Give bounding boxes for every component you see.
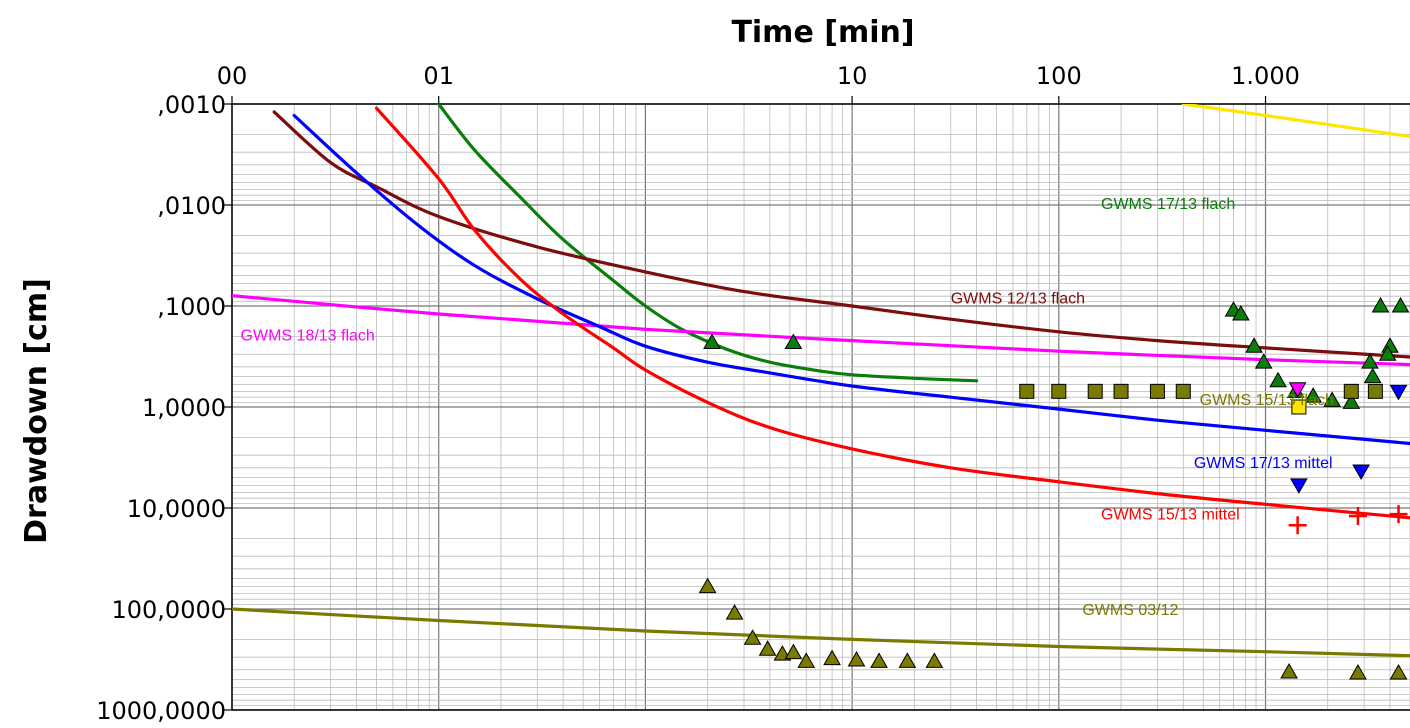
point-gwms-17-13-flach-triangle-up	[1361, 353, 1379, 369]
point-gwms-17-13-flach-triangle-up	[1391, 296, 1410, 313]
point-gwms-15-13-flach-square	[1113, 383, 1129, 399]
point-gwms-17-13-flach-triangle-up	[1363, 367, 1382, 384]
curve-gwms-15-13-mittel	[374, 106, 1410, 520]
point-gwms-03-12-triangle-up	[698, 577, 717, 594]
y-tick-label: ,1000	[157, 293, 226, 321]
y-tick-label: ,0100	[157, 192, 226, 220]
point-gwms-15-13-flach-square	[1019, 383, 1035, 399]
point-gwms-17-13-flach-triangle-up	[1323, 391, 1341, 407]
point-gwms-15-13-flach-square	[1175, 383, 1191, 399]
point-gwms-15-13-flach-square	[1343, 383, 1359, 399]
point-gwms-15-13-flach-square	[1149, 383, 1165, 399]
y-tick-label: 100,0000	[111, 596, 226, 624]
point-gwms-03-12-triangle-up	[898, 652, 917, 668]
point-gwms-17-13-flach-triangle-up	[1371, 296, 1390, 313]
point-gwms-03-12-triangle-up	[847, 651, 866, 667]
point-gwms-17-13-flach-triangle-up	[1378, 345, 1397, 361]
curve-unnamed	[1181, 104, 1410, 139]
grid	[231, 103, 1410, 711]
point-gwms-03-12-triangle-up	[743, 629, 762, 645]
point-gwms-17-13-mittel-triangle-down	[1290, 478, 1308, 494]
point-gwms-03-12-triangle-up	[725, 604, 744, 620]
point-gwms-15-13-mittel-plus	[1288, 516, 1307, 535]
curve-labels: GWMS 17/13 flach GWMS 12/13 flach GWMS 18/…	[241, 196, 1334, 619]
label-gwms-17-13-flach: GWMS 17/13 flach	[1101, 196, 1235, 213]
point-gwms-03-12-triangle-up	[797, 652, 816, 668]
curve-gwms-12-13-flach	[272, 110, 1410, 359]
point-gwms-03-12-triangle-up	[758, 640, 777, 656]
y-tick-label: 1000,0000	[96, 697, 226, 725]
point-gwms-03-12-triangle-up	[870, 652, 888, 668]
label-gwms-18-13-flach: GWMS 18/13 flach	[241, 328, 375, 345]
label-gwms-12-13-flach: GWMS 12/13 flach	[951, 290, 1085, 307]
point-gwms-17-13-mittel-triangle-down	[1389, 384, 1408, 401]
point-gwms-17-13-flach-triangle-up	[1304, 387, 1323, 403]
point-gwms-17-13-flach-triangle-up	[1232, 304, 1250, 321]
point-gwms-03-12-triangle-up	[823, 649, 841, 666]
point-gwms-15-13-flach-square	[1367, 383, 1383, 399]
point-gwms-15-13-flach-square	[1087, 383, 1103, 399]
point-gwms-17-13-flach-triangle-up	[1245, 337, 1263, 353]
curve-gwms-18-13-flach	[232, 294, 1410, 367]
point-gwms-03-12-triangle-up	[1349, 663, 1367, 680]
point-gwms-15-13-mittel-plus	[1389, 505, 1408, 524]
x-tick-label: 1.000	[1231, 62, 1300, 90]
x-tick-label: 00	[217, 62, 248, 90]
y-axis-title: Drawdown [cm]	[19, 278, 54, 544]
curve-gwms-17-13-flach	[437, 104, 979, 383]
point-gwms-17-13-flach-triangle-up	[784, 333, 803, 350]
y-tick-label: 10,0000	[127, 495, 226, 523]
point-unnamed-triangle-down	[1288, 382, 1307, 398]
curve-gwms-17-13-mittel	[292, 113, 1410, 446]
label-gwms-15-13-flach: GWMS 15/13 flach	[1200, 392, 1334, 409]
x-axis-title: Time [min]	[731, 15, 914, 50]
point-gwms-03-12-triangle-up	[1389, 663, 1408, 680]
x-tick-label: 01	[423, 62, 454, 90]
tick-labels: 00 01 10 100 1.000 ,0010 ,0100 ,1000 1,0000 10,00…	[96, 62, 1300, 725]
point-gwms-17-13-flach-triangle-up	[1269, 371, 1287, 388]
point-gwms-17-13-mittel-triangle-down	[1352, 464, 1370, 480]
label-gwms-15-13-mittel: GWMS 15/13 mittel	[1101, 507, 1240, 524]
point-gwms-17-13-flach-triangle-up	[703, 333, 721, 350]
label-gwms-17-13-mittel: GWMS 17/13 mittel	[1194, 455, 1333, 472]
y-tick-label: 1,0000	[142, 394, 226, 422]
point-gwms-17-13-flach-triangle-up	[1254, 353, 1273, 369]
point-gwms-17-13-flach-triangle-up	[1342, 393, 1361, 409]
label-gwms-03-12: GWMS 03/12	[1082, 602, 1178, 619]
point-gwms-15-13-flach-square	[1051, 383, 1067, 399]
point-gwms-03-12-triangle-up	[784, 643, 803, 660]
point-unnamed-square	[1291, 399, 1307, 415]
data-points	[698, 296, 1410, 680]
curves	[232, 104, 1410, 658]
x-tick-label: 10	[837, 62, 868, 90]
curve-gwms-03-12	[232, 607, 1410, 658]
x-tick-label: 100	[1036, 62, 1082, 90]
y-tick-label: ,0010	[157, 91, 226, 119]
point-gwms-03-12-triangle-up	[1280, 662, 1298, 679]
point-gwms-15-13-mittel-plus	[1348, 506, 1367, 525]
point-gwms-03-12-triangle-up	[925, 652, 944, 668]
